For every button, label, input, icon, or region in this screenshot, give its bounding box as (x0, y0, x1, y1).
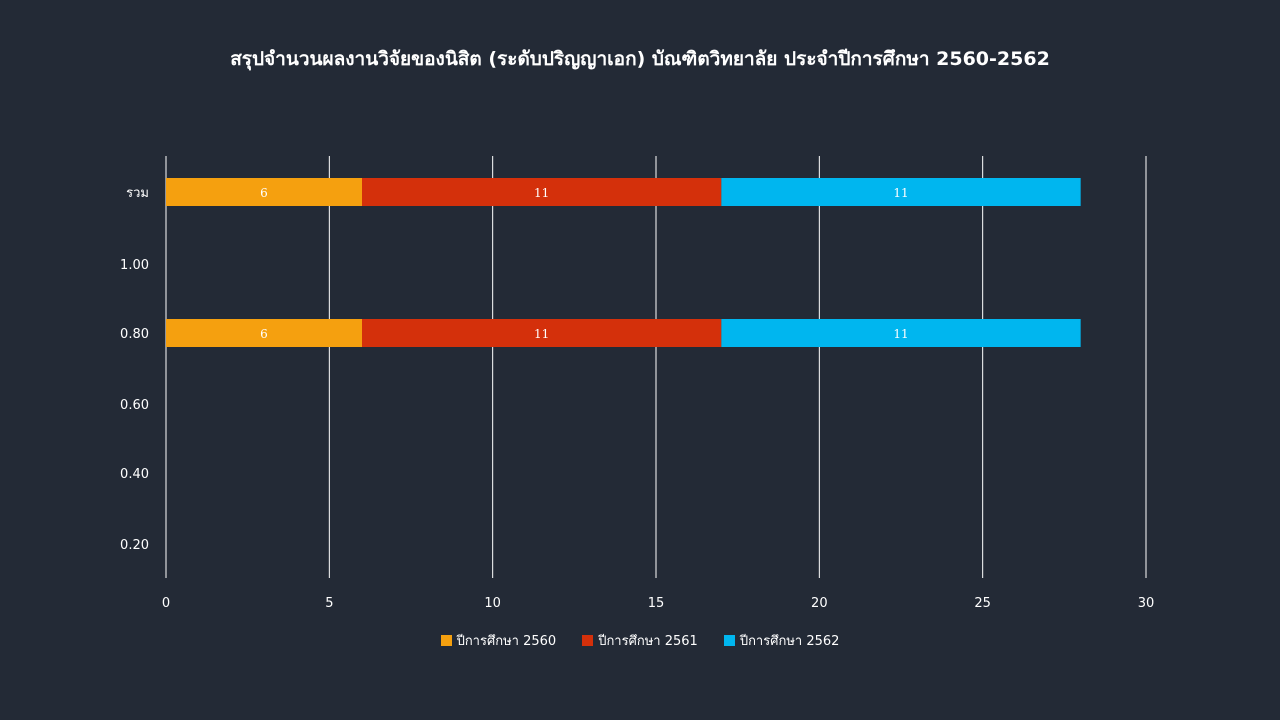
y-tick-label: 0.20 (120, 538, 149, 553)
x-tick-label: 25 (974, 596, 991, 611)
x-tick-label: 20 (811, 596, 828, 611)
y-tick-label: 0.60 (120, 398, 149, 413)
x-tick-label: 5 (325, 596, 333, 611)
x-tick-label: 10 (484, 596, 501, 611)
x-tick-label: 0 (162, 596, 170, 611)
legend-item[interactable]: ปีการศึกษา 2561 (582, 630, 698, 651)
bar-segment (166, 178, 362, 206)
legend-item[interactable]: ปีการศึกษา 2560 (440, 630, 557, 651)
legend-label: ปีการศึกษา 2562 (739, 634, 840, 649)
legend: ปีการศึกษา 2560 ปีการศึกษา 2561 ปีการศึกษา… (0, 630, 1280, 651)
data-label: 6 (260, 327, 268, 341)
y-tick-label: รวม (126, 186, 149, 201)
x-tick-label: 15 (648, 596, 665, 611)
data-label: 11 (534, 186, 549, 200)
y-tick-label: 1.00 (120, 258, 149, 273)
bar-segment (721, 319, 1081, 347)
y-tick-label: 0.80 (120, 327, 149, 342)
legend-item[interactable]: ปีการศึกษา 2562 (723, 630, 840, 651)
legend-label: ปีการศึกษา 2560 (456, 634, 557, 649)
chart-title: สรุปจำนวนผลงานวิจัยของนิสิต (ระดับปริญญา… (230, 48, 1050, 70)
legend-label: ปีการศึกษา 2561 (598, 634, 698, 649)
legend-swatch (440, 635, 452, 646)
data-label: 11 (534, 327, 549, 341)
data-label: 6 (260, 186, 268, 200)
bar-segment (721, 178, 1081, 206)
bar-segment (166, 319, 362, 347)
x-tick-label: 30 (1138, 596, 1155, 611)
legend-swatch (723, 635, 735, 646)
data-label: 11 (893, 327, 908, 341)
legend-swatch (582, 635, 594, 646)
y-tick-label: 0.40 (120, 467, 149, 482)
data-label: 11 (893, 186, 908, 200)
bar-segment (362, 319, 722, 347)
bar-segment (362, 178, 722, 206)
